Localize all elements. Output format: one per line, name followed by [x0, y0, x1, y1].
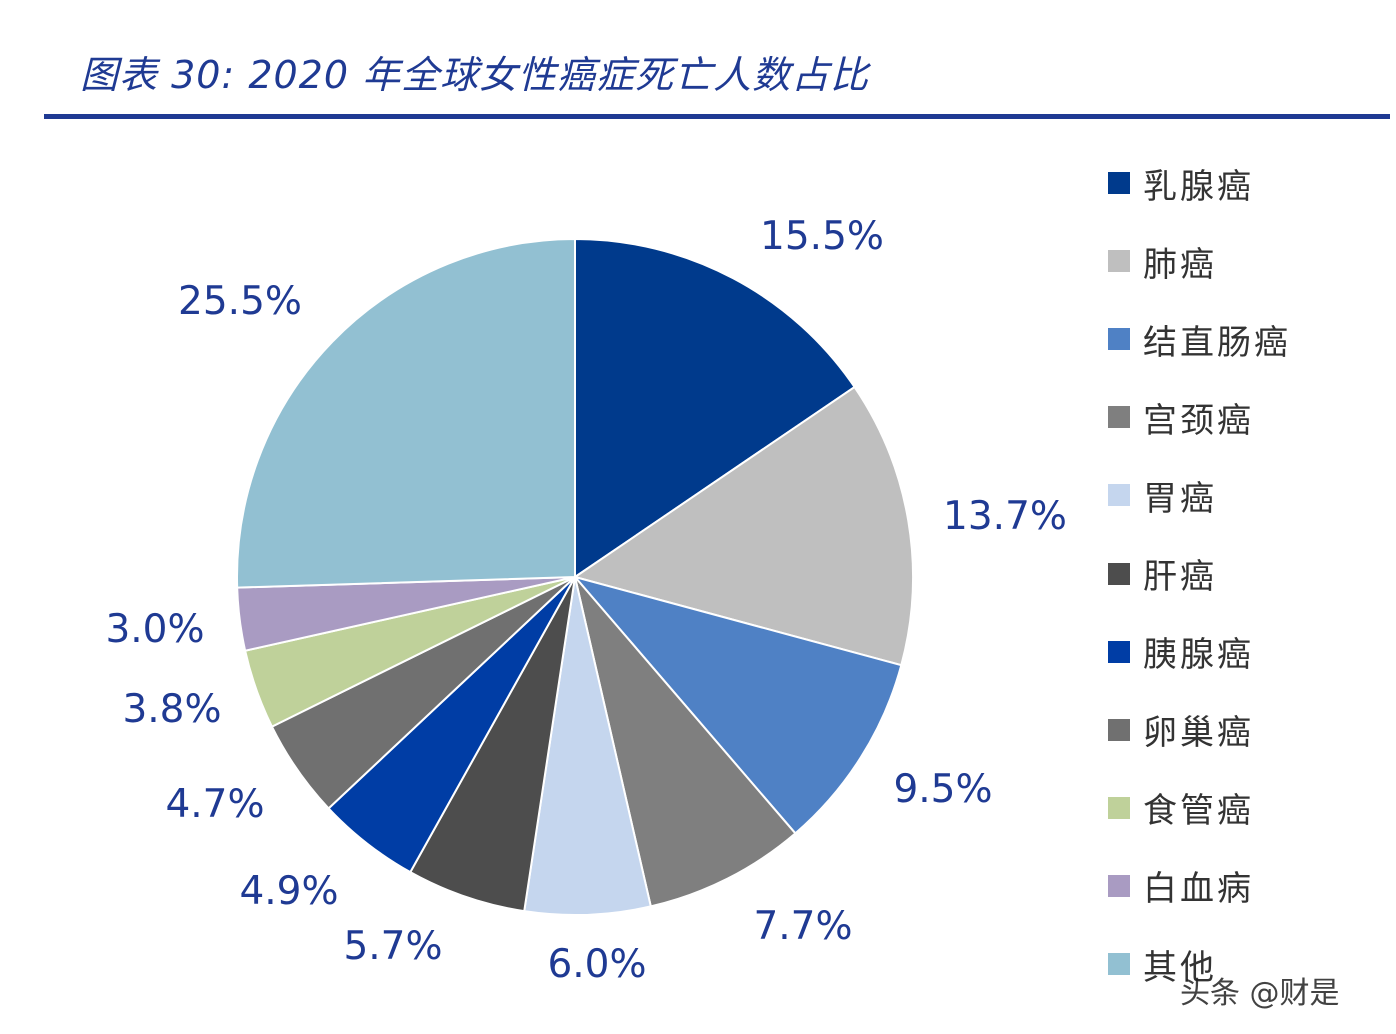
legend-swatch — [1108, 718, 1130, 741]
title-divider — [44, 114, 1390, 119]
legend-label: 胰腺癌 — [1143, 635, 1254, 676]
pie-slice-3 — [572, 575, 903, 835]
data-label: 7.7% — [753, 904, 852, 949]
legend-item: 乳腺癌 — [1108, 163, 1254, 207]
legend-label: 肺癌 — [1143, 244, 1217, 285]
legend-swatch — [1108, 406, 1130, 429]
chart-title: 图表 30: 2020 年全球女性癌症死亡人数占比 — [80, 53, 870, 97]
legend-item: 宫颈癌 — [1108, 397, 1254, 441]
legend-label: 胃癌 — [1143, 478, 1217, 519]
legend-swatch — [1108, 250, 1130, 273]
legend-item: 其他 — [1108, 944, 1217, 988]
legend-label: 结直肠癌 — [1143, 322, 1291, 363]
legend-label: 乳腺癌 — [1143, 166, 1254, 207]
legend-item: 胃癌 — [1108, 475, 1217, 519]
legend-item: 卵巢癌 — [1108, 710, 1254, 753]
data-label: 15.5% — [760, 214, 884, 259]
pie-slice-2 — [572, 385, 914, 667]
legend-swatch — [1108, 484, 1130, 507]
legend-swatch — [1108, 328, 1130, 351]
data-label: 4.7% — [165, 782, 264, 827]
legend-label: 卵巢癌 — [1143, 713, 1254, 754]
data-label: 9.5% — [893, 767, 992, 812]
data-label: 3.8% — [122, 687, 221, 732]
legend-swatch — [1108, 172, 1130, 194]
legend-item: 食管癌 — [1108, 788, 1254, 831]
legend-swatch — [1108, 796, 1130, 819]
pie-slice-11 — [236, 237, 576, 589]
data-label: 13.7% — [943, 494, 1067, 539]
legend-item: 胰腺癌 — [1108, 632, 1254, 675]
data-label: 5.7% — [343, 924, 442, 969]
legend-label: 宫颈癌 — [1143, 400, 1254, 441]
pie-slice-1 — [574, 237, 856, 579]
legend-item: 肺癌 — [1108, 241, 1217, 285]
data-label: 3.0% — [105, 607, 204, 652]
legend-item: 肝癌 — [1108, 554, 1217, 597]
legend-swatch — [1108, 562, 1130, 585]
legend-swatch — [1108, 874, 1130, 897]
legend-label: 其他 — [1143, 947, 1217, 988]
data-label: 6.0% — [547, 942, 646, 987]
legend-item: 白血病 — [1108, 866, 1254, 909]
legend-label: 白血病 — [1143, 869, 1254, 910]
legend-swatch — [1108, 640, 1130, 663]
watermark: 头条 @财是 — [1180, 976, 1340, 1011]
legend-swatch — [1108, 953, 1130, 975]
data-label: 25.5% — [178, 279, 302, 324]
data-label: 4.9% — [239, 869, 338, 914]
legend-item: 结直肠癌 — [1108, 319, 1291, 363]
pie-slice-4 — [574, 576, 797, 908]
legend-label: 食管癌 — [1143, 791, 1254, 832]
pie-slice-5 — [523, 576, 653, 916]
legend-label: 肝癌 — [1143, 557, 1217, 597]
